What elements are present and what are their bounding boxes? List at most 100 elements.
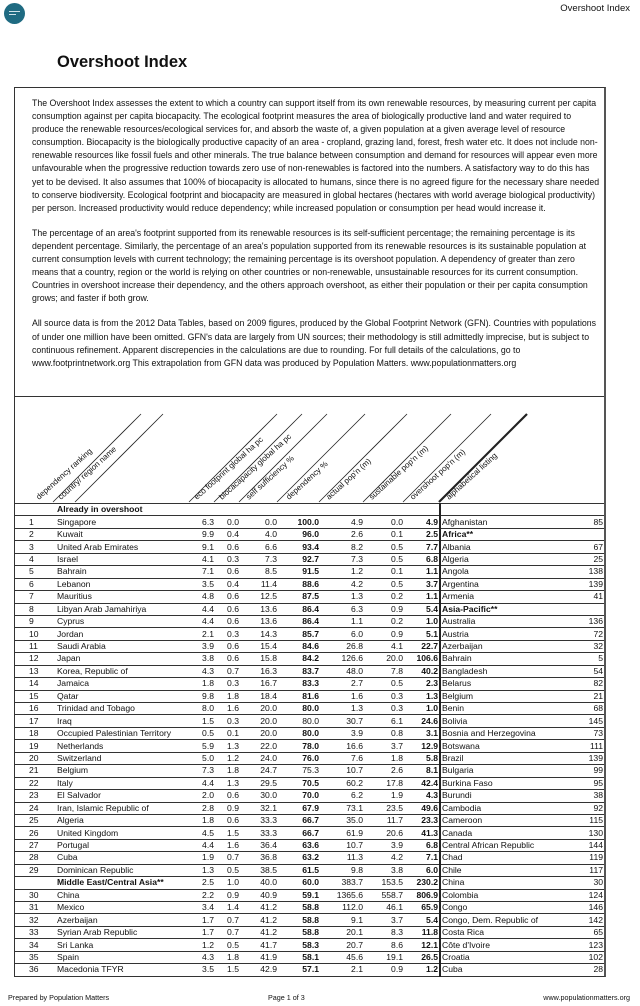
running-header-title: Overshoot Index	[560, 3, 630, 14]
dependency-cell: 70.0	[278, 789, 320, 802]
biocapacity-cell: 1.3	[215, 776, 240, 790]
country-name-cell: Occupied Palestinian Territory	[51, 726, 189, 740]
alpha-name-cell: Chile	[440, 863, 576, 877]
table-row: 29 Dominican Republic 1.3 0.5 38.5 61.5 9.8 3.8…	[15, 863, 604, 877]
country-name-cell: Portugal	[51, 838, 189, 852]
self-sufficiency-cell: 13.6	[240, 602, 278, 616]
self-sufficiency-cell: 22.0	[240, 739, 278, 753]
table-row: 3 United Arab Emirates 9.1 0.6 6.6 93.4 8.2 0.5…	[15, 540, 604, 554]
eco-footprint-cell: 4.4	[189, 602, 215, 616]
alpha-name-cell: Belgium	[440, 689, 576, 703]
sustainable-population-cell: 3.9	[364, 838, 404, 852]
header-diagonal-line	[362, 413, 452, 503]
actual-population-cell: 4.9	[320, 515, 364, 529]
overshoot-population-cell: 7.1	[404, 851, 441, 865]
biocapacity-cell: 1.4	[215, 900, 240, 914]
sustainable-population-cell: 0.9	[364, 627, 404, 641]
self-sufficiency-cell: 20.0	[240, 714, 278, 728]
self-sufficiency-cell: 16.7	[240, 677, 278, 691]
biocapacity-cell: 0.9	[215, 801, 240, 815]
eco-footprint-cell: 2.0	[189, 789, 215, 802]
table-row: 14 Jamaica 1.8 0.3 16.7 83.3 2.7 0.5 2.3 Belarus 8…	[15, 677, 604, 691]
overshoot-table: Already in overshoot 1 Singapore 6.3 0.0 0.0 1…	[15, 502, 604, 977]
table-row: Middle East/Central Asia** 2.5 1.0 40.0 60.0…	[15, 876, 604, 890]
actual-population-cell: 1.2	[320, 565, 364, 579]
rank-cell	[15, 876, 51, 890]
table-row: 26 United Kingdom 4.5 1.5 33.3 66.7 61.9 20.6 41…	[15, 826, 604, 840]
header-diagonal-line	[52, 413, 142, 503]
biocapacity-cell: 0.4	[215, 527, 240, 541]
eco-footprint-cell: 3.8	[189, 652, 215, 666]
alpha-rank-cell: 142	[576, 913, 604, 927]
eco-footprint-cell: 3.5	[189, 963, 215, 977]
country-name-cell: United Arab Emirates	[51, 540, 189, 554]
eco-footprint-cell: 2.8	[189, 801, 215, 815]
dependency-cell: 58.8	[278, 900, 320, 914]
actual-population-cell: 26.8	[320, 639, 364, 653]
intro-paragraph: The percentage of an area's footprint su…	[32, 227, 588, 304]
rank-cell: 36	[15, 963, 51, 977]
rank-cell: 11	[15, 639, 51, 653]
sustainable-population-cell: 0.2	[364, 590, 404, 603]
eco-footprint-cell: 1.8	[189, 677, 215, 691]
alpha-name-cell: Canada	[440, 826, 576, 840]
dependency-cell: 78.0	[278, 739, 320, 753]
biocapacity-cell: 0.6	[215, 813, 240, 827]
alpha-rank-cell	[576, 602, 604, 616]
alpha-rank-cell: 92	[576, 801, 604, 815]
footer-page-number: Page 1 of 3	[268, 993, 305, 1002]
document-box: The Overshoot Index assesses the extent …	[14, 87, 606, 977]
rank-cell: 16	[15, 701, 51, 715]
eco-footprint-cell: 6.3	[189, 515, 215, 529]
alpha-name-cell: Benin	[440, 701, 576, 715]
dependency-cell: 91.5	[278, 565, 320, 579]
dependency-cell: 59.1	[278, 888, 320, 902]
actual-population-cell: 30.7	[320, 714, 364, 728]
overshoot-population-cell: 3.1	[404, 726, 441, 740]
eco-footprint-cell: 4.4	[189, 614, 215, 628]
table-row: 21 Belgium 7.3 1.8 24.7 75.3 10.7 2.6 8.1 Bulgari…	[15, 764, 604, 778]
dependency-cell: 60.0	[278, 876, 320, 890]
table-row: 23 El Salvador 2.0 0.6 30.0 70.0 6.2 1.9 4.3 Buru…	[15, 789, 604, 802]
header-diagonal-line	[74, 413, 164, 503]
table-row: 25 Algeria 1.8 0.6 33.3 66.7 35.0 11.7 23.3 Camer…	[15, 813, 604, 827]
actual-population-cell: 9.1	[320, 913, 364, 927]
alpha-rank-cell: 72	[576, 627, 604, 641]
country-name-cell: Belgium	[51, 764, 189, 778]
dependency-cell: 86.4	[278, 614, 320, 628]
sustainable-population-cell: 3.7	[364, 739, 404, 753]
biocapacity-cell: 1.0	[215, 876, 240, 890]
rank-cell: 24	[15, 801, 51, 815]
alpha-name-cell: Central African Republic	[440, 838, 576, 852]
biocapacity-cell: 1.6	[215, 701, 240, 715]
table-row: 13 Korea, Republic of 4.3 0.7 16.3 83.7 48.0 7.…	[15, 664, 604, 678]
country-name-cell: Netherlands	[51, 739, 189, 753]
sustainable-population-cell: 0.1	[364, 565, 404, 579]
country-name-cell: Lebanon	[51, 577, 189, 591]
overshoot-population-cell: 1.1	[404, 590, 441, 603]
dependency-cell: 84.6	[278, 639, 320, 653]
population-matters-logo	[4, 3, 25, 24]
dependency-cell: 61.5	[278, 863, 320, 877]
dependency-cell: 67.9	[278, 801, 320, 815]
biocapacity-cell: 0.7	[215, 664, 240, 678]
alpha-rank-cell: 82	[576, 677, 604, 691]
sustainable-population-cell: 17.8	[364, 776, 404, 790]
alpha-rank-cell: 32	[576, 639, 604, 653]
alpha-rank-cell: 73	[576, 726, 604, 740]
eco-footprint-cell: 4.3	[189, 664, 215, 678]
eco-footprint-cell: 1.5	[189, 714, 215, 728]
alpha-rank-cell: 95	[576, 776, 604, 790]
alpha-name-cell: Bahrain	[440, 652, 576, 666]
rank-cell: 18	[15, 726, 51, 740]
header-diagonal-line	[438, 413, 528, 503]
actual-population-cell: 48.0	[320, 664, 364, 678]
dependency-cell: 83.7	[278, 664, 320, 678]
eco-footprint-cell: 1.2	[189, 938, 215, 952]
self-sufficiency-cell: 40.9	[240, 888, 278, 902]
table-top-divider	[15, 396, 604, 397]
sustainable-population-cell: 8.3	[364, 925, 404, 939]
actual-population-cell: 1365.6	[320, 888, 364, 902]
biocapacity-cell: 1.6	[215, 838, 240, 852]
dependency-cell: 83.3	[278, 677, 320, 691]
